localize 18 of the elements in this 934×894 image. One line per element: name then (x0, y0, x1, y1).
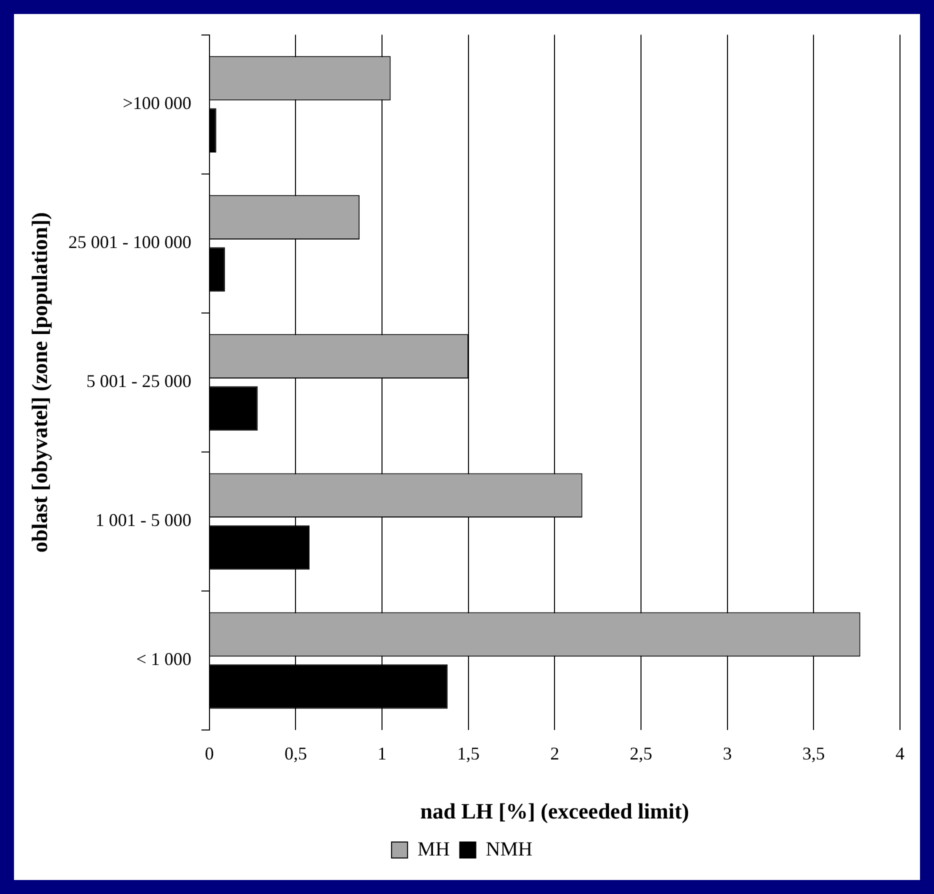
x-tick-label: 3,5 (802, 744, 825, 764)
y-tick-label: 25 001 - 100 000 (68, 232, 192, 252)
x-axis-title: nad LH [%] (exceeded limit) (420, 798, 690, 824)
x-tick-label: 0 (204, 744, 214, 764)
x-tick-label: 2 (550, 744, 560, 764)
legend-label: MH (418, 838, 450, 860)
y-tick-label: < 1 000 (136, 649, 192, 670)
x-tick-label: 0,5 (284, 744, 307, 764)
y-tick-label: 5 001 - 25 000 (86, 371, 192, 392)
y-axis-title: oblast [obyvatel] (zone [population]) (26, 212, 52, 553)
y-tick-label: 1 001 - 5 000 (95, 510, 192, 530)
y-tick-label: >100 000 (122, 93, 192, 114)
x-tick-label: 3 (722, 744, 732, 764)
x-tick-label: 4 (896, 744, 904, 764)
x-tick-label: 1 (378, 744, 387, 764)
x-tick-label: 1,5 (457, 744, 480, 764)
legend-label: NMH (486, 838, 532, 860)
x-tick-label: 2,5 (630, 744, 652, 764)
